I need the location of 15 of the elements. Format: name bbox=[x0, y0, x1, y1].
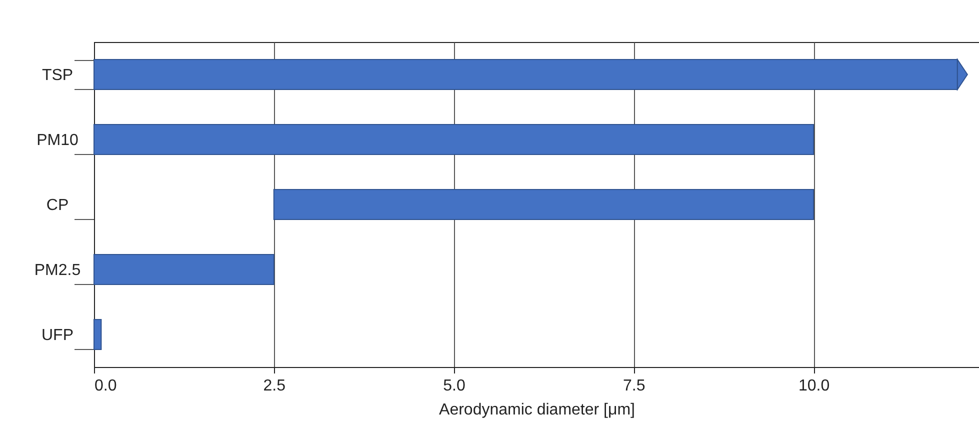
bar bbox=[94, 319, 102, 350]
bar bbox=[94, 254, 274, 285]
y-tick-label: UFP bbox=[42, 327, 74, 344]
x-tick-label: 7.5 bbox=[623, 378, 646, 394]
bar bbox=[273, 189, 814, 220]
x-axis-title: Aerodynamic diameter [μm] bbox=[439, 402, 635, 418]
y-tick-label: CP bbox=[46, 197, 69, 214]
x-tick-label: 0.0 bbox=[94, 378, 117, 394]
x-tick-label: 2.5 bbox=[263, 378, 286, 394]
x-tick-label: 5.0 bbox=[443, 378, 466, 394]
y-tick-label: TSP bbox=[42, 67, 74, 84]
bar bbox=[94, 124, 814, 155]
x-tick-label: 10.0 bbox=[798, 378, 830, 394]
y-tick-label: PM10 bbox=[36, 132, 78, 149]
y-tick-label: PM2.5 bbox=[34, 262, 81, 279]
